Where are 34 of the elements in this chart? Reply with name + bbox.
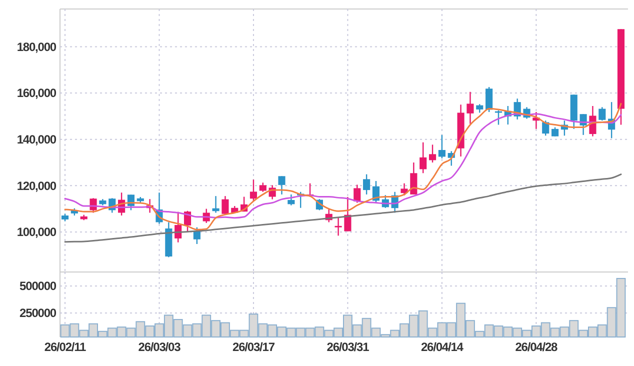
candlestick — [420, 142, 427, 174]
candlestick — [288, 194, 295, 206]
candlestick — [551, 126, 559, 137]
candlestick — [466, 91, 474, 124]
candlestick — [438, 134, 446, 159]
x-tick-label: 26/03/31 — [326, 340, 370, 354]
candlestick — [598, 106, 606, 122]
candlestick — [222, 195, 229, 214]
y-tick-label: 140,000 — [16, 132, 57, 147]
candlestick — [486, 86, 493, 113]
candlestick — [193, 226, 200, 245]
candlestick — [334, 217, 342, 236]
x-tick-label: 26/03/17 — [232, 340, 276, 354]
y-tick-label: 120,000 — [16, 178, 57, 193]
candlestick — [363, 174, 370, 196]
candlestick — [354, 184, 361, 204]
x-tick-label: 26/04/14 — [420, 340, 464, 354]
candlestick — [344, 196, 352, 232]
line-series — [64, 174, 622, 243]
y-tick-label: 500000 — [20, 279, 57, 294]
candlestick — [259, 182, 266, 192]
y-tick-label: 160,000 — [16, 86, 57, 100]
candlestick — [428, 144, 436, 164]
x-tick-label: 26/03/03 — [138, 340, 182, 354]
x-tick-label: 26/04/28 — [515, 340, 558, 354]
candlestick — [278, 176, 286, 196]
candlestick — [410, 162, 418, 196]
candlestick — [250, 179, 258, 202]
candlestick — [400, 182, 408, 196]
x-tick-label: 26/02/11 — [44, 340, 87, 354]
candlestick — [542, 120, 550, 136]
y-tick-label: 250000 — [20, 306, 57, 320]
y-tick-label: 180,000 — [16, 40, 57, 54]
y-tick-label: 100,000 — [16, 225, 57, 240]
